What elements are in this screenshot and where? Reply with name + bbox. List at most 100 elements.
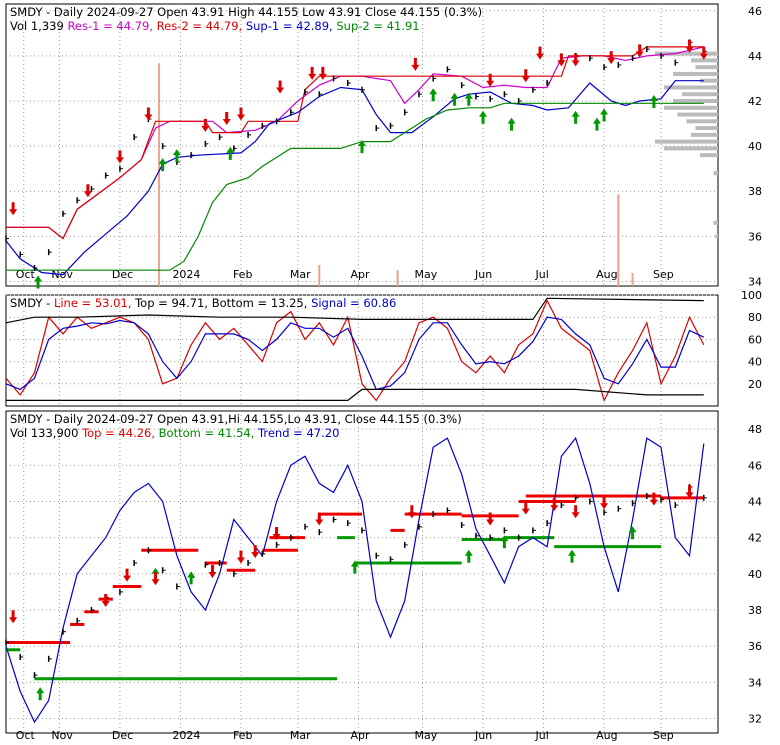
series-line-sup-2 [6, 102, 704, 271]
volume-profile-bar [691, 58, 718, 63]
volume-profile-bar [655, 51, 718, 56]
buy-arrow [568, 549, 577, 563]
sell-arrow [607, 51, 616, 65]
x-tick-label: 2024 [172, 729, 200, 742]
sell-arrow [151, 572, 160, 586]
volume-profile-bar [664, 105, 718, 110]
sell-arrow [236, 550, 245, 564]
sell-arrow [571, 53, 580, 67]
volume-bar [396, 270, 399, 286]
y-tick-label: 80 [748, 311, 762, 324]
buy-arrow [450, 92, 459, 106]
sell-arrow [123, 568, 132, 582]
buy-arrow [464, 92, 473, 106]
chart-subtitle: Vol 1,339 Res-1 = 44.79, Res-2 = 44.79, … [10, 19, 420, 33]
x-tick-label: Apr [350, 268, 370, 281]
y-tick-label: 48 [748, 423, 762, 436]
plot-frame [5, 410, 719, 734]
sell-arrow [222, 112, 231, 126]
title-segment: Signal = 60.86 [311, 296, 396, 310]
x-tick-label: Mar [290, 729, 311, 742]
sell-arrow [208, 565, 217, 578]
volume-profile-bar [695, 65, 718, 70]
volume-profile-bar [682, 92, 718, 97]
sell-arrow [9, 202, 18, 216]
sell-arrow [600, 496, 609, 510]
x-tick-label: Nov [51, 729, 73, 742]
title-segment: SMDY - Daily 2024-09-27 Open 43.91 High … [10, 5, 482, 19]
sell-arrow [201, 118, 210, 132]
sell-arrow [635, 44, 644, 58]
sell-arrow [536, 46, 544, 60]
title-segment: Res-2 = 44.79, [157, 19, 246, 33]
sell-arrow [308, 66, 317, 80]
buy-arrow [592, 117, 601, 131]
chart-title: SMDY - Daily 2024-09-27 Open 43.91 High … [10, 5, 482, 19]
y-tick-label: 44 [748, 50, 762, 63]
x-tick-label: May [415, 268, 438, 281]
title-segment: Top = 44.26, [81, 426, 159, 440]
volume-profile-bar [713, 220, 718, 225]
title-segment: Bottom = 41.54, [159, 426, 258, 440]
volume-profile-bar [655, 139, 718, 144]
y-tick-label: 34 [748, 676, 762, 689]
buy-arrow [479, 110, 488, 124]
sell-arrow [486, 73, 495, 87]
volume-profile-bar [664, 146, 718, 151]
volume-profile-bar [673, 99, 718, 104]
sell-arrow [276, 80, 285, 94]
series-line-sup-1 [5, 80, 704, 276]
buy-arrow [36, 687, 45, 701]
chart-title: SMDY - Daily 2024-09-27 Open 43.91,Hi 44… [10, 412, 462, 426]
title-segment: SMDY - Daily 2024-09-27 Open 43.91,Hi 44… [10, 412, 462, 426]
buy-arrow [464, 549, 473, 563]
title-segment: Sup-2 = 41.91 [336, 19, 419, 33]
volume-bar [158, 63, 161, 286]
buy-arrow [500, 535, 509, 549]
buy-arrow [600, 108, 609, 122]
volume-profile-bar [677, 112, 718, 117]
volume-profile-bar [715, 234, 718, 239]
sell-arrow [315, 512, 324, 526]
volume-bar [631, 272, 634, 286]
series-line-line [5, 299, 705, 403]
x-tick-label: 2024 [172, 268, 200, 281]
volume-profile-bar [700, 78, 718, 83]
sell-arrow [550, 498, 559, 512]
sell-arrow [571, 505, 580, 519]
x-tick-label: Oct [16, 729, 36, 742]
x-tick-label: Apr [350, 729, 370, 742]
y-tick-label: 46 [748, 5, 762, 18]
title-segment: Sup-1 = 42.89, [246, 19, 337, 33]
trend-panel: 32 34 36 38 40 42 44 46 48 Oct Nov Dec 2024 Feb Mar Apr… [5, 410, 762, 742]
buy-arrow [350, 560, 359, 574]
buy-arrow [226, 146, 235, 160]
chart-title: SMDY - Line = 53.01, Top = 94.71, Bottom… [10, 296, 396, 310]
sell-arrow [318, 66, 327, 80]
series-line-top [5, 297, 704, 324]
series-line-signal [5, 316, 705, 391]
x-tick-label: Sep [653, 729, 674, 742]
sell-arrow [115, 150, 124, 164]
sell-arrow [407, 505, 416, 519]
x-tick-label: Feb [233, 729, 252, 742]
y-tick-label: 34 [748, 275, 762, 288]
volume-profile-bar [691, 132, 718, 137]
x-tick-label: Jun [474, 729, 492, 742]
y-tick-label: 32 [748, 713, 762, 726]
series-line-bottom [6, 388, 704, 401]
x-tick-label: May [415, 729, 438, 742]
x-tick-label: Jul [535, 729, 549, 742]
buy-arrow [571, 110, 580, 124]
chart-subtitle: Vol 133,900 Top = 44.26, Bottom = 41.54,… [10, 426, 339, 440]
volume-profile-bar [664, 85, 718, 90]
sell-arrow [411, 57, 420, 71]
buy-arrow [187, 571, 196, 585]
buy-arrow [507, 117, 516, 131]
sell-arrow [557, 53, 566, 67]
buy-arrow [429, 88, 438, 102]
x-tick-label: Jun [474, 268, 492, 281]
title-segment: Vol 1,339 [10, 19, 67, 33]
